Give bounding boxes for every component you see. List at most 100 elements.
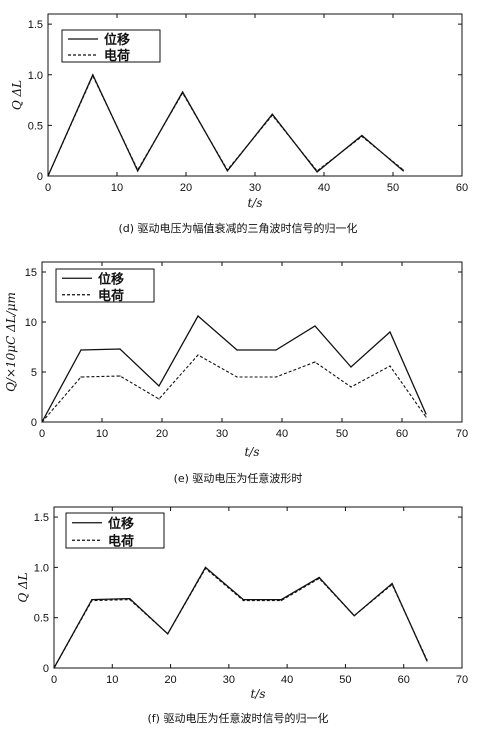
- x-axis-label: t/s: [244, 445, 259, 459]
- data-point: [271, 113, 273, 115]
- data-point: [275, 349, 277, 351]
- legend-label-0: 位移: [108, 516, 134, 532]
- x-tick-label: 0: [39, 428, 45, 440]
- y-tick-label: 0.5: [34, 613, 49, 625]
- data-point: [402, 169, 404, 171]
- series-line-0: [41, 314, 427, 423]
- data-point: [158, 398, 160, 400]
- x-tick-label: 30: [223, 674, 235, 686]
- series-line-1: [47, 74, 404, 177]
- y-tick-label: 1.5: [28, 19, 43, 31]
- data-point: [361, 134, 363, 137]
- data-point: [316, 171, 318, 173]
- x-axis-label: t/s: [247, 196, 262, 210]
- x-tick-label: 30: [216, 428, 228, 440]
- data-point: [91, 598, 93, 601]
- data-point: [402, 170, 404, 172]
- data-point: [181, 92, 184, 94]
- x-tick-label: 50: [336, 428, 348, 440]
- data-point: [389, 365, 391, 367]
- x-tick-label: 70: [456, 428, 468, 440]
- y-tick-label: 0: [31, 417, 37, 429]
- series-line-1: [41, 354, 427, 423]
- data-point: [41, 421, 43, 423]
- data-point: [242, 599, 245, 602]
- y-axis-label: Q/×10μC ΔL/μm: [4, 292, 18, 392]
- data-point: [119, 375, 121, 377]
- data-point: [314, 361, 316, 363]
- data-point: [361, 135, 363, 138]
- data-point: [426, 659, 428, 661]
- x-tick-label: 60: [396, 428, 408, 440]
- data-point: [318, 577, 320, 580]
- series-line-0: [53, 566, 428, 669]
- legend-box: [55, 268, 155, 303]
- data-point: [167, 633, 169, 635]
- legend-label-1: 电荷: [104, 48, 130, 64]
- data-point: [197, 354, 199, 356]
- x-tick-label: 60: [398, 674, 410, 686]
- legend-box: [65, 512, 165, 549]
- data-point: [275, 376, 277, 378]
- figure-caption: (d) 驱动电压为幅值衰减的三角波时信号的归一化: [118, 221, 357, 235]
- data-point: [197, 315, 199, 317]
- data-point: [204, 566, 207, 568]
- y-tick-label: 10: [25, 317, 37, 329]
- x-axis-label: t/s: [250, 687, 265, 701]
- plot-frame: [53, 506, 463, 669]
- data-point: [137, 170, 139, 172]
- x-tick-label: 50: [387, 182, 399, 194]
- x-tick-label: 10: [111, 182, 123, 194]
- data-point: [271, 114, 273, 116]
- y-tick-label: 0: [43, 663, 49, 675]
- y-tick-label: 1.0: [34, 562, 49, 574]
- y-axis-label: Q ΔL: [16, 572, 30, 602]
- x-tick-label: 0: [45, 182, 51, 194]
- x-tick-label: 70: [456, 674, 468, 686]
- data-point: [316, 170, 318, 172]
- x-tick-label: 30: [249, 182, 261, 194]
- x-tick-label: 60: [456, 182, 468, 194]
- y-tick-label: 1.5: [34, 512, 49, 524]
- x-tick-label: 40: [318, 182, 330, 194]
- data-point: [226, 169, 228, 171]
- data-point: [391, 582, 393, 585]
- data-point: [137, 169, 139, 171]
- legend-label-0: 位移: [98, 271, 124, 287]
- y-axis-label: Q ΔL: [10, 80, 24, 110]
- data-point: [280, 599, 282, 602]
- data-point: [318, 576, 320, 579]
- y-tick-label: 5: [31, 367, 37, 379]
- x-tick-label: 50: [339, 674, 351, 686]
- x-tick-label: 0: [51, 674, 57, 686]
- data-point: [92, 75, 94, 77]
- x-tick-label: 20: [164, 674, 176, 686]
- data-point: [47, 175, 49, 177]
- y-tick-label: 1.0: [28, 70, 43, 82]
- x-tick-label: 20: [180, 182, 192, 194]
- y-tick-label: 0.5: [28, 120, 43, 132]
- x-tick-label: 40: [276, 428, 288, 440]
- data-point: [425, 413, 427, 415]
- data-point: [236, 376, 238, 378]
- data-point: [80, 376, 82, 378]
- data-point: [389, 331, 391, 333]
- series-line-1: [53, 567, 428, 669]
- x-tick-label: 10: [96, 428, 108, 440]
- plot-frame: [41, 261, 463, 423]
- data-point: [226, 170, 228, 172]
- data-point: [236, 349, 238, 351]
- data-point: [181, 91, 184, 93]
- data-point: [158, 385, 160, 387]
- figure-caption: (e) 驱动电压为任意波形时: [174, 471, 303, 485]
- legend-label-1: 电荷: [108, 533, 134, 549]
- data-point: [80, 349, 82, 351]
- data-point: [53, 667, 55, 669]
- y-tick-label: 0: [37, 171, 43, 183]
- data-point: [129, 597, 131, 600]
- data-point: [92, 74, 94, 76]
- y-tick-label: 15: [25, 267, 37, 279]
